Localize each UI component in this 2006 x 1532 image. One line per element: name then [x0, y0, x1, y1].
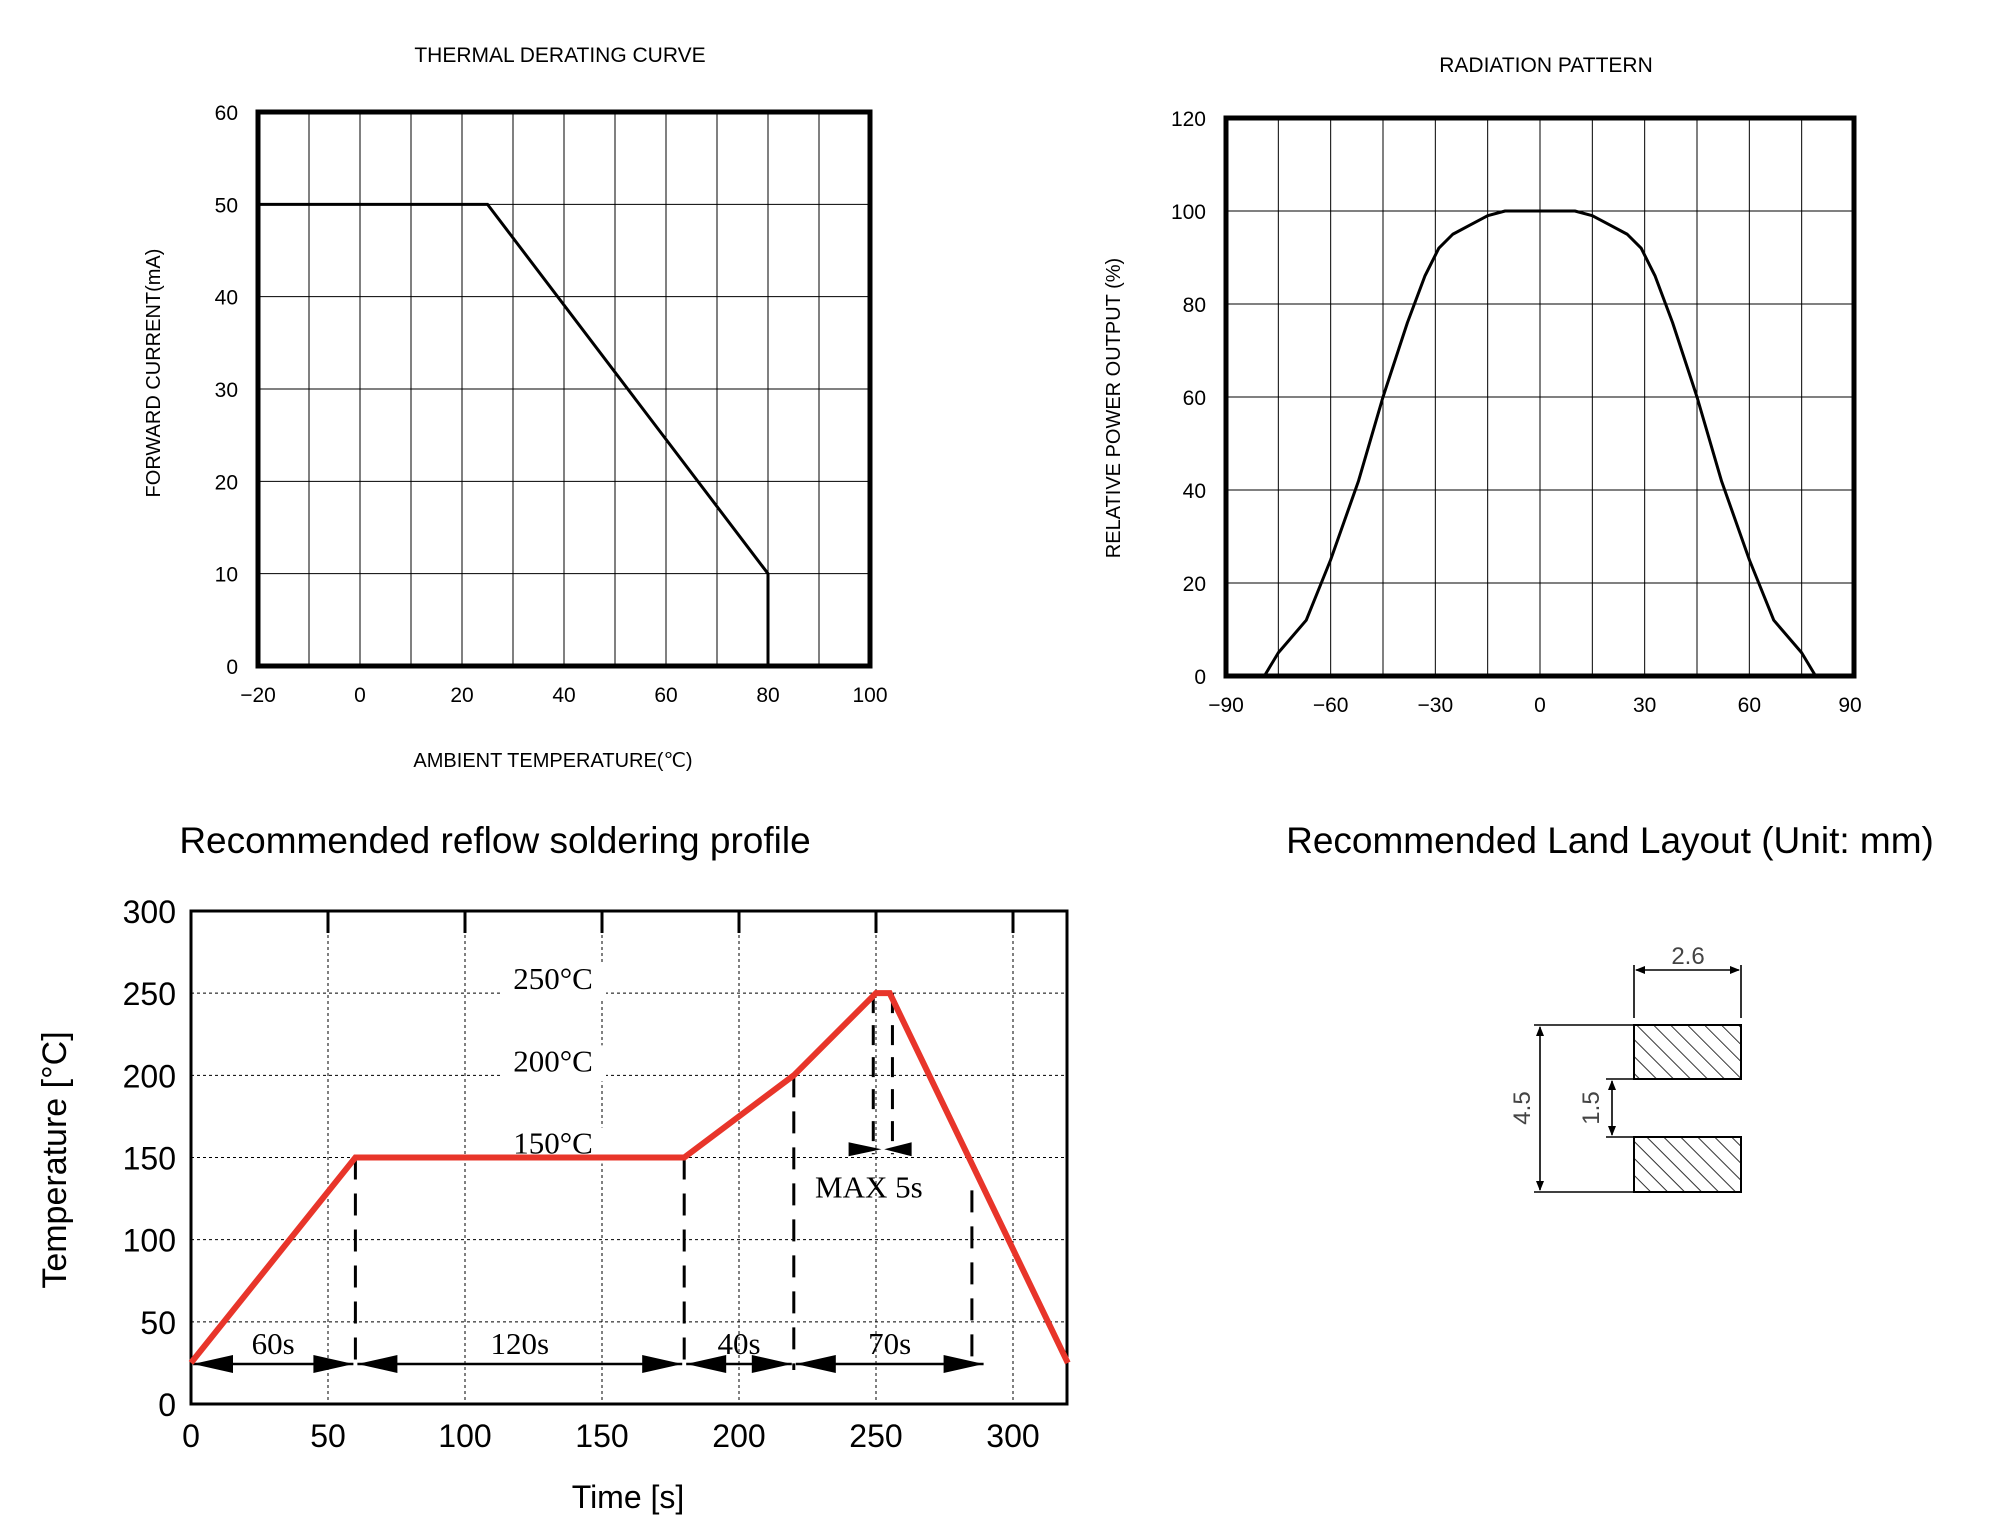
pad-top: [1633, 1024, 1742, 1080]
thermal-derating-chart: THERMAL DERATING CURVE 0 10 20 30 40 50 60 −20…: [143, 44, 888, 772]
y-tick-label: 0: [226, 656, 238, 679]
x-tick-label: 0: [182, 1418, 200, 1454]
y-tick-label: 60: [215, 102, 238, 125]
reflow-profile-line: [188, 990, 1071, 1365]
y-tick-label: 100: [123, 1223, 176, 1259]
x-tick-label: 200: [712, 1418, 765, 1454]
chart-title: RADIATION PATTERN: [1439, 54, 1653, 77]
y-axis-label: RELATIVE POWER OUTPUT (%): [1103, 258, 1125, 558]
max-arrow-left: [848, 1142, 882, 1157]
series-layer: [258, 202, 770, 666]
chart-title: THERMAL DERATING CURVE: [414, 44, 705, 67]
y-axis-label: FORWARD CURRENT(mA): [143, 249, 165, 498]
y-tick-label: 50: [215, 194, 238, 217]
y-axis-label: Temperature [°C]: [36, 1031, 74, 1288]
radiation-pattern-chart: RADIATION PATTERN 0 20 40 60 80 100 120 −90 −60…: [1103, 54, 1862, 717]
x-tick-label: 80: [756, 684, 779, 707]
y-tick-label: 40: [1183, 480, 1206, 503]
temp-label-bg: [500, 963, 606, 1000]
x-tick-label: 40: [552, 684, 575, 707]
y-tick-label: 40: [215, 287, 238, 310]
y-tick-label: 150: [123, 1141, 176, 1177]
y-tick-label: 250: [123, 976, 176, 1012]
x-tick-labels: −90 −60 −30 0 30 60 90: [1208, 694, 1861, 717]
chart-grid: [258, 112, 870, 666]
diagram-title: Recommended Land Layout (Unit: mm): [1286, 820, 1934, 861]
x-tick-label: 250: [849, 1418, 902, 1454]
chart-title: Recommended reflow soldering profile: [179, 820, 810, 861]
x-tick-label: 30: [1633, 694, 1656, 717]
x-tick-label: −60: [1313, 694, 1349, 717]
interval-arrowhead: [943, 1355, 984, 1373]
x-tick-label: 0: [354, 684, 366, 707]
y-tick-label: 300: [123, 894, 176, 930]
land-layout-diagram: Recommended Land Layout (Unit: mm) 2.6 4…: [1286, 820, 1934, 1193]
interval-arrowhead: [357, 1355, 398, 1373]
y-tick-label: 20: [1183, 573, 1206, 596]
y-tick-label: 0: [1194, 666, 1206, 689]
radiation-curve: [1263, 209, 1817, 677]
y-tick-label: 10: [215, 564, 238, 587]
y-tick-labels: 0 20 40 60 80 100 120: [1171, 108, 1206, 689]
x-tick-label: −20: [240, 684, 276, 707]
y-tick-label: 60: [1183, 387, 1206, 410]
y-tick-labels: 0 10 20 30 40 50 60: [215, 102, 238, 679]
y-tick-label: 20: [215, 471, 238, 494]
interval-arrowhead: [686, 1355, 727, 1373]
x-tick-label: 100: [438, 1418, 491, 1454]
plot-frame: [255, 109, 873, 669]
y-tick-label: 100: [1171, 201, 1206, 224]
interval-label: 70s: [868, 1326, 911, 1361]
y-tick-label: 30: [215, 379, 238, 402]
interval-arrowhead: [642, 1355, 683, 1373]
width-label: 2.6: [1671, 943, 1704, 970]
interval-label: 120s: [491, 1326, 550, 1361]
x-tick-label: 150: [575, 1418, 628, 1454]
x-tick-label: 60: [1738, 694, 1761, 717]
y-tick-label: 120: [1171, 108, 1206, 131]
x-tick-label: 50: [310, 1418, 346, 1454]
chart-grid: [191, 911, 1067, 1404]
y-tick-label: 200: [123, 1058, 176, 1094]
y-tick-label: 0: [158, 1387, 176, 1423]
interval-label: 40s: [717, 1326, 760, 1361]
x-tick-labels: 0 50 100 150 200 250 300: [182, 1418, 1040, 1454]
reflow-profile-chart: Recommended reflow soldering profile 0 50…: [36, 820, 1071, 1515]
gap-label: 1.5: [1578, 1091, 1605, 1124]
x-tick-label: 0: [1534, 694, 1546, 717]
interval-arrowhead: [193, 1355, 233, 1373]
x-axis-label: AMBIENT TEMPERATURE(℃): [413, 750, 692, 772]
series-layer: [1263, 209, 1817, 677]
x-tick-label: 60: [654, 684, 677, 707]
x-tick-label: −30: [1418, 694, 1454, 717]
pad-bottom: [1633, 1136, 1742, 1193]
height-label: 4.5: [1509, 1091, 1536, 1124]
x-tick-labels: −20 0 20 40 60 80 100: [240, 684, 887, 707]
x-tick-label: 300: [986, 1418, 1039, 1454]
chart-grid: [1226, 118, 1854, 676]
x-tick-label: −90: [1208, 694, 1244, 717]
x-tick-label: 100: [852, 684, 887, 707]
y-tick-labels: 0 50 100 150 200 250 300: [123, 894, 176, 1423]
x-axis-label: Time [s]: [572, 1479, 685, 1515]
temp-label-bg: [500, 1045, 606, 1082]
interval-arrowhead: [313, 1355, 354, 1373]
derating-curve: [258, 202, 770, 666]
x-tick-label: 90: [1838, 694, 1861, 717]
y-tick-label: 80: [1183, 294, 1206, 317]
plot-frame: [1223, 115, 1857, 679]
temp-label: 250°C: [513, 961, 593, 996]
interval-arrowhead: [751, 1355, 792, 1373]
plot-frame: [189, 909, 1069, 1406]
interval-label: 60s: [252, 1326, 295, 1361]
max-arrow-right: [884, 1142, 912, 1157]
max-time-label: MAX 5s: [815, 1169, 923, 1204]
y-tick-label: 50: [140, 1305, 176, 1341]
series-layer: [188, 990, 1071, 1365]
x-tick-label: 20: [450, 684, 473, 707]
temp-label: 200°C: [513, 1043, 593, 1078]
interval-arrowhead: [795, 1355, 836, 1373]
